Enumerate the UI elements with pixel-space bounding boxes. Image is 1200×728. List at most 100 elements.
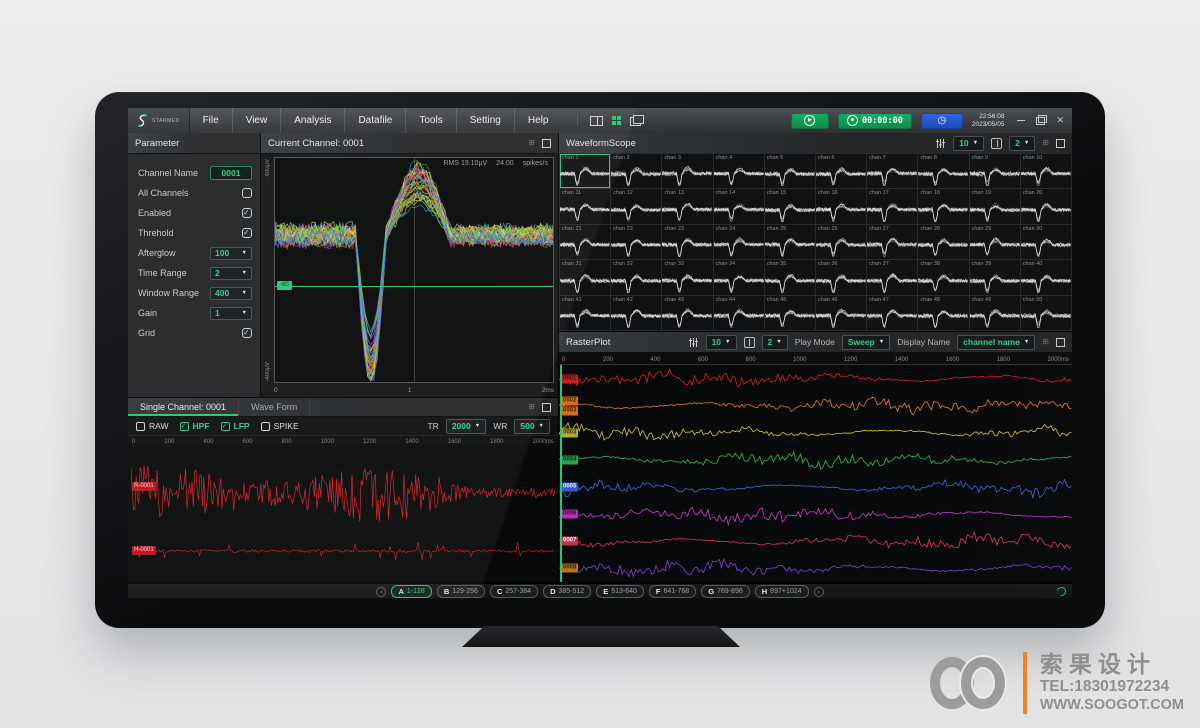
waveform-cell[interactable]: chan 13: [662, 189, 713, 224]
spike-filter[interactable]: SPIKE: [260, 421, 299, 431]
waveform-cell[interactable]: chan 14: [713, 189, 764, 224]
waveform-cell[interactable]: chan 34: [713, 260, 764, 295]
bank-c[interactable]: C 257-384: [489, 585, 539, 598]
time-range-dropdown[interactable]: 2 ▼: [210, 266, 252, 280]
waveform-cell[interactable]: chan 43: [662, 295, 713, 330]
window-range-dropdown[interactable]: 400 ▼: [210, 286, 252, 300]
waveform-cell[interactable]: chan 42: [611, 295, 662, 330]
waveform-cell[interactable]: chan 30: [1020, 224, 1071, 260]
waveform-cell[interactable]: chan 9: [969, 154, 1020, 189]
bank-h[interactable]: H 897+1024: [754, 585, 809, 598]
waveform-cell[interactable]: chan 32: [611, 260, 662, 295]
waveform-cell[interactable]: chan 24: [713, 224, 764, 260]
waveform-cell[interactable]: chan 16: [816, 189, 867, 224]
bank-e[interactable]: E 513-640: [596, 585, 644, 598]
lfp-checkbox[interactable]: [220, 421, 230, 431]
hpf-filter[interactable]: HPF: [179, 421, 210, 431]
minimize-button[interactable]: [1017, 120, 1026, 121]
waveform-cell[interactable]: chan 17: [867, 189, 918, 224]
bank-next-icon[interactable]: ›: [813, 586, 824, 597]
waveform-cell[interactable]: chan 23: [662, 224, 713, 260]
status-ring-icon[interactable]: [1055, 585, 1068, 598]
waveform-cell[interactable]: chan 31: [560, 260, 611, 295]
raster-columns-dropdown[interactable]: 2 ▼: [761, 334, 788, 350]
waveform-cell[interactable]: chan 36: [816, 260, 867, 295]
bank-a[interactable]: A 1-128: [391, 585, 432, 598]
waveform-cell[interactable]: chan 48: [918, 295, 969, 330]
afterglow-dropdown[interactable]: 100 ▼: [210, 246, 252, 260]
close-button[interactable]: ✕: [1056, 115, 1064, 125]
waveform-cell[interactable]: chan 29: [969, 224, 1020, 260]
waveform-cell[interactable]: chan 45: [764, 295, 815, 330]
waveform-cell[interactable]: chan 8: [918, 154, 969, 189]
dock-icon[interactable]: ⊞: [1042, 337, 1049, 346]
waveform-cell[interactable]: chan 2: [611, 154, 662, 189]
waveform-cell[interactable]: chan 33: [662, 260, 713, 295]
waveform-cell[interactable]: chan 4: [713, 154, 764, 189]
waveform-cell[interactable]: chan 1: [560, 154, 611, 189]
menu-item-help[interactable]: Help: [513, 108, 562, 133]
waveform-cell[interactable]: chan 46: [816, 295, 867, 330]
all-channels-checkbox[interactable]: [242, 188, 252, 198]
gain-dropdown[interactable]: 1 ▼: [210, 306, 252, 320]
threshold-line[interactable]: [275, 285, 553, 287]
record-button[interactable]: ● 00:00:00: [837, 112, 912, 129]
maximize-icon[interactable]: [1056, 337, 1065, 347]
waveform-cell[interactable]: chan 20: [1020, 189, 1071, 224]
bank-prev-icon[interactable]: ‹: [376, 586, 387, 597]
waveform-cell[interactable]: chan 44: [713, 295, 764, 330]
display-name-dropdown[interactable]: channel name ▼: [957, 334, 1036, 350]
waveform-cell[interactable]: chan 50: [1020, 295, 1071, 330]
waveform-cell[interactable]: chan 3: [662, 154, 713, 189]
waveform-cell[interactable]: chan 5: [764, 154, 815, 189]
waveform-cell[interactable]: chan 28: [918, 224, 969, 260]
enabled-checkbox[interactable]: [242, 208, 252, 218]
waveform-cell[interactable]: chan 25: [764, 224, 815, 260]
menu-item-file[interactable]: File: [202, 115, 219, 126]
waveform-cell[interactable]: chan 41: [560, 295, 611, 330]
timer-button[interactable]: ◷: [920, 112, 963, 129]
grid-layout-icon[interactable]: [612, 116, 622, 125]
waveform-cell[interactable]: chan 19: [969, 189, 1020, 224]
menu-item-analysis[interactable]: Analysis: [280, 108, 344, 133]
waveform-cell[interactable]: chan 47: [867, 295, 918, 330]
waveform-cell[interactable]: chan 26: [816, 224, 867, 260]
bank-b[interactable]: B 129-256: [436, 585, 485, 598]
waveform-cell[interactable]: chan 15: [764, 189, 815, 224]
dock-icon[interactable]: ⊞: [528, 402, 535, 411]
threhold-checkbox[interactable]: [242, 228, 252, 238]
waveform-cell[interactable]: chan 39: [969, 260, 1020, 295]
menu-item-setting[interactable]: Setting: [455, 108, 514, 133]
raw-filter[interactable]: RAW: [136, 421, 169, 431]
waveform-cell[interactable]: chan 21: [560, 224, 611, 260]
waveform-cell[interactable]: chan 35: [764, 260, 815, 295]
waveform-cell[interactable]: chan 7: [867, 154, 918, 189]
menu-item-view[interactable]: View: [231, 108, 281, 133]
raw-checkbox[interactable]: [136, 421, 145, 431]
waveform-cell[interactable]: chan 37: [867, 260, 918, 295]
waveform-cell[interactable]: chan 12: [611, 189, 662, 224]
dock-icon[interactable]: ⊞: [528, 138, 535, 147]
waveform-cell[interactable]: chan 22: [611, 224, 662, 260]
wr-dropdown[interactable]: 500 ▼: [514, 418, 550, 434]
tab-wave-form[interactable]: Wave Form: [239, 398, 311, 416]
lfp-filter[interactable]: LFP: [220, 421, 250, 431]
waveform-cell[interactable]: chan 49: [969, 295, 1020, 330]
bank-g[interactable]: G 769-896: [701, 585, 750, 598]
waveform-cell[interactable]: chan 40: [1020, 260, 1071, 295]
maximize-icon[interactable]: [542, 138, 551, 148]
split-vertical-layout-icon[interactable]: [590, 115, 604, 126]
waveform-cell[interactable]: chan 38: [918, 260, 969, 295]
bank-d[interactable]: D 385-512: [543, 585, 592, 598]
waveform-cell[interactable]: chan 18: [918, 189, 969, 224]
maximize-icon[interactable]: [1056, 138, 1065, 148]
threshold-tag[interactable]: -60: [277, 280, 292, 290]
raster-count-dropdown[interactable]: 10 ▼: [705, 334, 737, 350]
grid-checkbox[interactable]: [242, 328, 252, 338]
waveform-cell[interactable]: chan 27: [867, 224, 918, 260]
maximize-icon[interactable]: [542, 402, 551, 412]
spike-checkbox[interactable]: [260, 421, 270, 431]
cascade-windows-icon[interactable]: [630, 115, 645, 126]
waveform-cell[interactable]: chan 6: [816, 154, 867, 189]
menu-item-datafile[interactable]: Datafile: [344, 108, 405, 133]
